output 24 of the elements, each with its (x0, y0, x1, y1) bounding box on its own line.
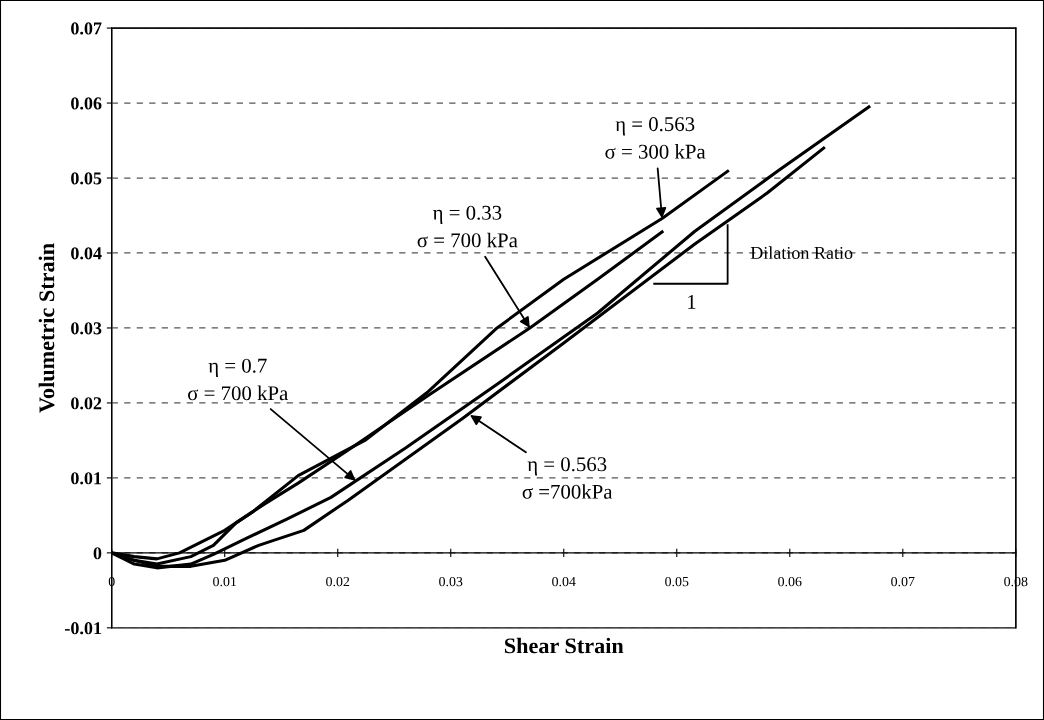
annotation: η = 0.563 σ =700kPa (522, 457, 613, 499)
x-tick-label: 0.02 (326, 576, 350, 587)
annotation: 1 (688, 294, 696, 309)
annotation: η = 0.33 σ = 700 kPa (417, 205, 518, 248)
annotation: η = 0.7 σ = 700 kPa (188, 358, 289, 401)
annotation: Dilation Ratio (750, 246, 853, 260)
x-tick-label: 0.07 (891, 576, 915, 587)
x-tick-label: 0.04 (552, 576, 576, 587)
x-axis-title: Shear Strain (504, 637, 624, 654)
y-tick-label: 0.01 (71, 472, 102, 485)
x-tick-label: 0.01 (213, 576, 237, 587)
x-tick-label: 0.06 (778, 576, 802, 587)
y-tick-label: 0.02 (71, 397, 102, 410)
y-tick-label: 0.07 (71, 22, 102, 35)
y-tick-label: 0 (93, 547, 102, 560)
annotation: η = 0.563 σ = 300 kPa (605, 117, 706, 159)
y-tick-label: 0.04 (71, 247, 102, 260)
y-tick-label: 0.06 (71, 97, 102, 110)
y-tick-label: 0.03 (71, 322, 102, 335)
y-tick-label: -0.01 (65, 622, 102, 635)
y-tick-label: 0.05 (71, 172, 102, 185)
y-axis-title: Volumetric Strain (38, 243, 55, 413)
x-tick-label: 0.03 (439, 576, 463, 587)
x-tick-label: 0.05 (665, 576, 689, 587)
